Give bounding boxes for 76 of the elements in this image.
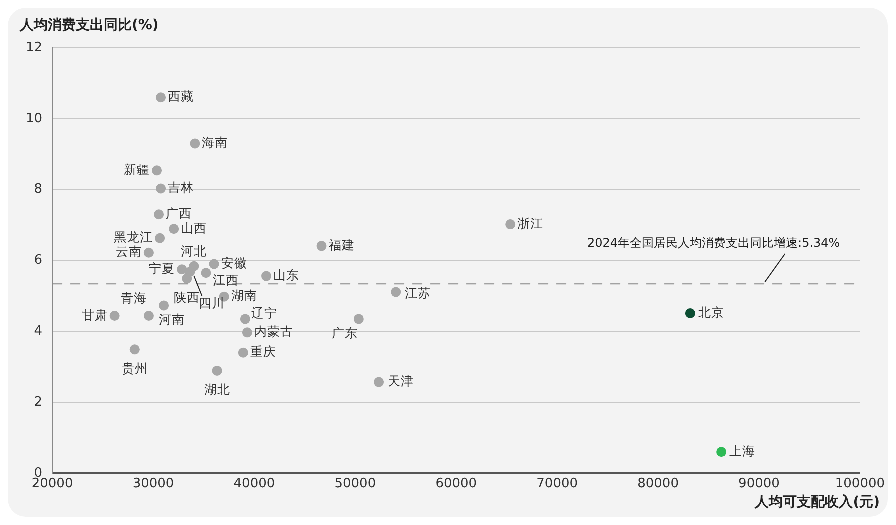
annotation: 江苏 [405, 286, 432, 300]
point [110, 311, 120, 321]
annotation: 北京 [698, 304, 724, 320]
point [182, 274, 192, 284]
annotation: 宁夏 [149, 260, 176, 276]
annotation: 湖南 [231, 288, 258, 304]
annotation: 天津 [388, 374, 414, 389]
annotation: 四川 [199, 295, 226, 310]
point [144, 248, 154, 258]
y-tick-label: 6 [34, 253, 43, 268]
x-tick-label: 50000 [334, 476, 376, 492]
y-tick-label: 8 [34, 182, 43, 198]
point [155, 233, 166, 244]
point [262, 271, 272, 282]
annotation: 海南 [202, 134, 228, 150]
x-tick-label: 30000 [132, 476, 174, 492]
annotation: 河南 [159, 312, 186, 327]
x-tick-label: 90000 [738, 476, 780, 492]
y-tick-label: 4 [34, 324, 43, 339]
x-tick-label: 80000 [638, 476, 679, 492]
point [716, 447, 727, 458]
point [156, 184, 166, 194]
x-tick-label: 60000 [436, 476, 478, 492]
annotation: 甘肃 [82, 307, 108, 322]
point [354, 314, 364, 324]
x-tick-label: 70000 [536, 476, 578, 492]
point [154, 210, 164, 220]
x-axis-title: 人均可支配收入(元) [754, 494, 880, 511]
annotation: 河北 [181, 244, 208, 259]
point [159, 300, 170, 311]
annotation: 山西 [181, 220, 208, 236]
annotation: 青海 [120, 290, 147, 306]
annotation: 黑龙江 [114, 230, 154, 245]
point [374, 377, 384, 388]
point [177, 264, 188, 275]
point [130, 344, 140, 355]
annotation: 福建 [328, 237, 355, 252]
annotation: 浙江 [518, 216, 544, 231]
annotation: 上海 [730, 443, 756, 458]
annotation: 重庆 [250, 344, 276, 360]
annotation: 辽宁 [251, 305, 278, 320]
point [156, 92, 166, 103]
y-tick-label: 10 [26, 111, 43, 126]
annotation: 湖北 [204, 382, 230, 398]
annotation: 内蒙古 [254, 324, 294, 339]
point [238, 348, 248, 358]
annotation: 山东 [274, 268, 300, 283]
ref-line-label: 2024年全国居民人均消费支出同比增速:5.34% [587, 236, 840, 250]
annotation: 安徽 [221, 255, 248, 270]
point [169, 224, 180, 234]
point [240, 314, 250, 324]
annotation: 云南 [116, 244, 142, 260]
point [209, 259, 220, 270]
point [152, 166, 162, 176]
annotation: 陕西 [174, 290, 200, 306]
annotation: 西藏 [168, 88, 194, 104]
point [190, 138, 200, 149]
annotation: 江西 [213, 272, 240, 288]
annotation: 广东 [332, 325, 358, 340]
point [201, 268, 212, 278]
annotation: 吉林 [168, 180, 194, 195]
y-tick-label: 12 [26, 40, 43, 56]
x-tick-label: 100000 [835, 476, 886, 492]
annotation: 广西 [166, 206, 192, 221]
point [685, 308, 696, 319]
y-axis-title: 人均消费支出同比(%) [19, 18, 159, 34]
point [391, 287, 402, 298]
annotation: 新疆 [124, 162, 150, 177]
point [316, 241, 327, 252]
annotation: 贵州 [122, 360, 148, 376]
point [506, 220, 516, 230]
point [212, 366, 222, 376]
point [144, 311, 154, 321]
point [242, 328, 252, 338]
x-tick-label: 40000 [234, 476, 276, 492]
y-tick-label: 2 [34, 394, 43, 410]
